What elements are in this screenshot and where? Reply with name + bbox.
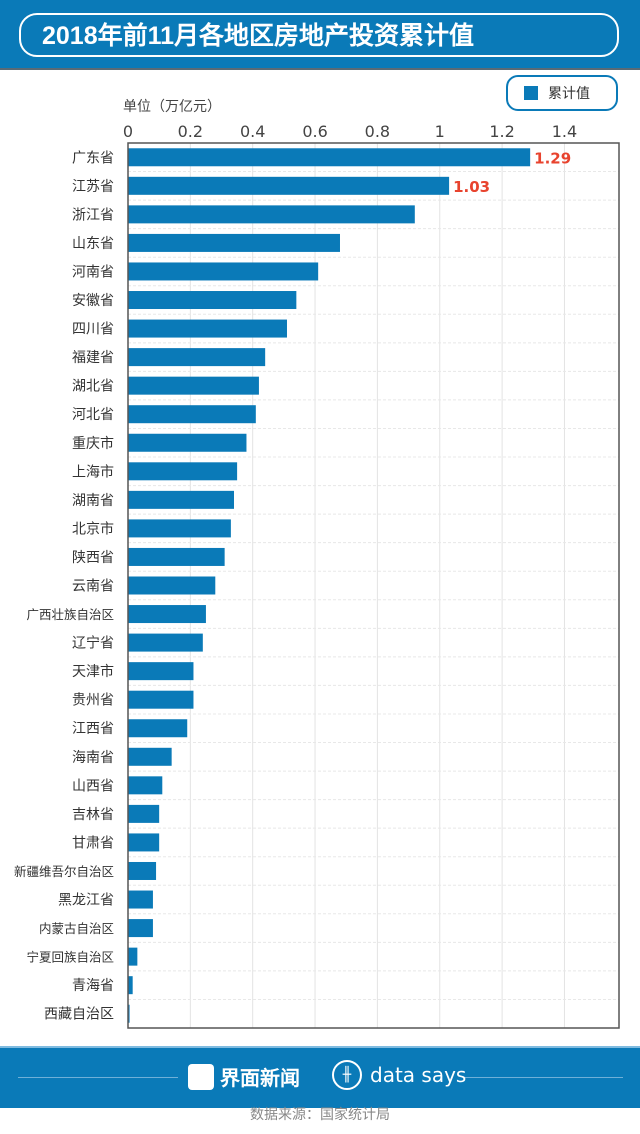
category-label: 海南省 <box>72 750 114 766</box>
jiemian-logo-icon <box>188 1063 214 1090</box>
category-label: 安徽省 <box>72 293 114 309</box>
bar-chart: 0 0.2 0.4 0.6 0.8 1 1.2 1.4 广东省 1.29 江苏省 1.03 浙江省山东省… <box>14 122 620 1029</box>
category-label: 河南省 <box>72 264 114 280</box>
data-source: 数据来源：国家统计局 <box>250 1107 390 1123</box>
bar <box>128 233 340 252</box>
bar <box>128 662 194 681</box>
category-label: 新疆维吾尔自治区 <box>14 864 114 879</box>
unit-label: 单位（万亿元） <box>123 99 221 115</box>
category-label: 北京市 <box>72 520 114 537</box>
category-label: 山东省 <box>72 236 114 252</box>
bar <box>128 633 203 652</box>
bar <box>128 490 234 509</box>
data-label: 1.03 <box>453 178 490 196</box>
bar <box>128 462 238 481</box>
bar <box>128 319 287 338</box>
x-tick-label: 0 <box>123 122 133 141</box>
category-label: 内蒙古自治区 <box>39 921 114 936</box>
bar <box>128 262 319 281</box>
legend-label: 累计值 <box>548 86 590 102</box>
brand-name: 界面新闻 <box>220 1066 300 1090</box>
category-label: 青海省 <box>72 978 114 994</box>
bar <box>128 547 225 566</box>
x-tick-label: 0.2 <box>178 122 203 141</box>
header-banner: 2018年前11月各地区房地产投资累计值 <box>0 0 640 70</box>
category-label: 甘肃省 <box>72 835 114 851</box>
bar <box>128 576 216 595</box>
footer-divider <box>465 1077 623 1078</box>
bar <box>128 976 133 995</box>
category-label: 河北省 <box>72 407 114 423</box>
category-label: 西藏自治区 <box>44 1007 114 1023</box>
category-label: 福建省 <box>72 350 114 366</box>
bar <box>128 833 160 852</box>
category-label: 重庆市 <box>72 435 114 452</box>
bar <box>128 433 247 452</box>
bar <box>128 1004 130 1023</box>
page-title: 2018年前11月各地区房地产投资累计值 <box>42 22 475 50</box>
category-label: 四川省 <box>72 322 114 338</box>
category-label: 吉林省 <box>72 807 114 823</box>
bar <box>128 919 153 938</box>
category-label: 湖南省 <box>72 493 114 509</box>
category-label: 广西壮族自治区 <box>26 607 114 622</box>
bar <box>128 348 266 367</box>
bar <box>128 690 194 709</box>
bar <box>128 148 531 167</box>
datasays-logo: ╫ data says <box>332 1060 466 1090</box>
x-tick-label: 1 <box>435 122 445 141</box>
legend: 累计值 <box>506 75 618 111</box>
category-label: 辽宁省 <box>72 635 114 652</box>
category-label: 江苏省 <box>72 179 114 195</box>
bar <box>128 176 450 195</box>
bar <box>128 205 415 224</box>
bar <box>128 747 172 766</box>
bar <box>128 947 138 966</box>
bar <box>128 405 256 424</box>
category-label: 云南省 <box>72 579 114 595</box>
x-tick-label: 0.4 <box>240 122 265 141</box>
title-frame <box>19 13 619 57</box>
brand-name: data says <box>370 1063 467 1087</box>
category-label: 江西省 <box>72 721 114 737</box>
x-tick-label: 0.6 <box>302 122 327 141</box>
bar <box>128 776 163 795</box>
bar <box>128 861 157 880</box>
datasays-logo-icon: ╫ <box>332 1060 362 1090</box>
legend-swatch <box>524 86 538 100</box>
category-label: 天津市 <box>72 663 114 680</box>
category-label: 宁夏回族自治区 <box>26 950 114 965</box>
category-label: 山西省 <box>72 778 114 794</box>
category-label: 贵州省 <box>72 693 114 709</box>
category-label: 湖北省 <box>72 379 114 395</box>
category-label: 陕西省 <box>72 550 114 566</box>
footer-divider <box>18 1077 178 1078</box>
bar <box>128 890 153 909</box>
bar <box>128 519 231 538</box>
bar <box>128 291 297 310</box>
category-label: 黑龙江省 <box>58 893 114 909</box>
data-label: 1.29 <box>534 149 571 167</box>
bar <box>128 376 259 395</box>
category-label: 广东省 <box>72 150 114 166</box>
x-tick-label: 0.8 <box>365 122 390 141</box>
bar <box>128 719 188 738</box>
category-label: 上海市 <box>72 463 114 480</box>
x-tick-label: 1.4 <box>552 122 577 141</box>
footer-banner: 界面新闻 ╫ data says <box>0 1046 640 1108</box>
plot-frame <box>127 142 620 1029</box>
jiemian-logo: 界面新闻 <box>188 1062 300 1091</box>
bar <box>128 605 206 624</box>
bar <box>128 804 160 823</box>
category-label: 浙江省 <box>72 207 114 223</box>
x-tick-label: 1.2 <box>489 122 514 141</box>
